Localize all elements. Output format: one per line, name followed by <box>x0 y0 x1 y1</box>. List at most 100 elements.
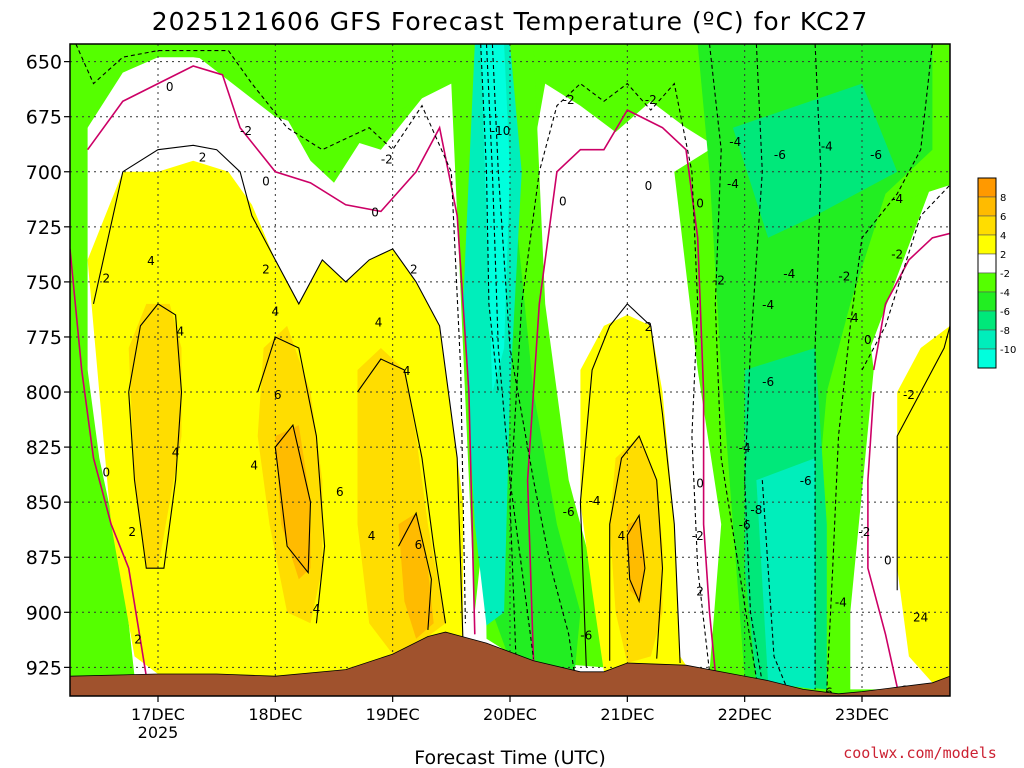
colorbar-label-1: 6 <box>1000 212 1006 223</box>
contour-minus-4-8 <box>708 44 757 679</box>
grid-lines <box>70 44 950 696</box>
colorbar-label-4: -2 <box>1000 269 1010 280</box>
contour-label-2: 2 <box>199 150 207 164</box>
contour-0-4 <box>867 391 898 688</box>
contour-label-50: -6 <box>774 148 786 162</box>
y-tick-label-650: 650 <box>26 52 62 74</box>
colorbar-swatch-5 <box>977 272 997 293</box>
contour-label-44: -4 <box>739 441 751 455</box>
contour-label-33: 2 <box>645 320 653 334</box>
green-left-edge-band <box>70 259 135 677</box>
contour-label-58: -2 <box>903 388 915 402</box>
contour-label-35: 0 <box>696 476 704 490</box>
contour-label-38: -4 <box>729 135 741 149</box>
contour-label-18: 6 <box>336 485 344 499</box>
contour-label-26: 0 <box>559 194 567 208</box>
contour-label-1: -2 <box>240 124 252 138</box>
colorbar-label-0: 8 <box>1000 193 1006 204</box>
x-tick-label-23DEC: 23DEC <box>835 705 889 724</box>
contour-label-25: -2 <box>563 93 575 107</box>
contour-label-32: 0 <box>696 197 704 211</box>
contour-0-0 <box>86 65 476 635</box>
contour-label-11: 2 <box>410 263 418 277</box>
colorbar-label-8: -10 <box>1000 345 1016 356</box>
contour-4-19 <box>128 303 183 569</box>
contour-minus-8-14 <box>761 480 787 686</box>
y-tick-label-800: 800 <box>26 382 62 404</box>
contour-label-9: 4 <box>272 305 280 319</box>
contour-label-15: 4 <box>172 446 180 460</box>
contour-label-56: -4 <box>847 311 859 325</box>
contour-minus-4-9 <box>826 44 933 690</box>
contour-label-10: 4 <box>176 324 184 338</box>
colorbar-frame <box>977 177 997 369</box>
contour-label-16: 4 <box>250 459 258 473</box>
x-tick-label-21DEC: 21DEC <box>600 705 654 724</box>
contour-label-46: -8 <box>750 503 762 517</box>
x-tick-label-17DEC: 17DEC <box>131 705 185 724</box>
yellow-warm-zone-east <box>897 325 950 683</box>
teal-minus-8-zone <box>756 458 816 690</box>
colorbar-swatch-6 <box>977 291 997 312</box>
contour-label-7: 2 <box>103 271 111 285</box>
contour-label-57: 0 <box>864 333 872 347</box>
contour-label-4: -2 <box>381 153 393 167</box>
colorbar-swatch-2 <box>977 215 997 236</box>
contour-2-18 <box>896 325 950 591</box>
contour-minus-4-10 <box>491 44 576 675</box>
y-tick-label-850: 850 <box>26 492 62 514</box>
teal-minus-6-upper <box>732 83 898 238</box>
contour-label-8: 2 <box>262 263 270 277</box>
contour-label-3: 0 <box>262 175 270 189</box>
contour-label-6: 4 <box>147 254 155 268</box>
colorbar-label-2: 4 <box>1000 231 1006 242</box>
contour-label-60: 0 <box>884 553 892 567</box>
x-tick-label-18DEC: 18DEC <box>248 705 302 724</box>
contour-2-16 <box>92 144 464 646</box>
orange-4-west <box>128 303 182 569</box>
contour-label-13: 4 <box>403 364 411 378</box>
x-axis-label: Forecast Time (UTC) <box>414 747 605 768</box>
contour-label-28: -4 <box>588 494 600 508</box>
contour-label-42: -4 <box>783 267 795 281</box>
colorbar-swatch-3 <box>977 234 997 255</box>
colorbar-label-5: -4 <box>1000 288 1010 299</box>
contour-label-43: -6 <box>762 375 774 389</box>
contour-label-14: 6 <box>274 388 282 402</box>
contour-4-21 <box>357 358 447 624</box>
colorbar-swatch-8 <box>977 329 997 350</box>
colorbar-label-6: -6 <box>1000 307 1010 318</box>
contour-minus-6-13 <box>485 44 535 659</box>
contour-label-54: -2 <box>891 247 903 261</box>
contour-label-34: 4 <box>618 529 626 543</box>
x-tick-label-22DEC: 22DEC <box>718 705 772 724</box>
contour-label-49: -6 <box>821 686 833 700</box>
colorbar-swatch-0 <box>977 177 997 198</box>
x-tick-label-20DEC: 20DEC <box>483 705 537 724</box>
contour-minus-6-12 <box>814 44 822 690</box>
orange-6-day19 <box>398 513 434 639</box>
contour-label-37: -2 <box>692 529 704 543</box>
credit-text: coolwx.com/models <box>843 744 997 762</box>
contour-label-19: 2 <box>128 525 136 539</box>
chart-title: 2025121606 GFS Forecast Temperature (ºC)… <box>152 7 868 36</box>
contour-label-59: -2 <box>858 525 870 539</box>
temperature-fill-layer <box>70 44 950 692</box>
contour-label-52: -6 <box>870 148 882 162</box>
x-tick-label-19DEC: 19DEC <box>366 705 420 724</box>
contour-0-3 <box>872 232 950 371</box>
contour-label-21: 6 <box>415 538 423 552</box>
contour-label-53: -4 <box>891 192 903 206</box>
colorbar-swatch-7 <box>977 310 997 331</box>
y-tick-label-875: 875 <box>26 547 62 569</box>
contour-minus-2-6 <box>509 82 711 672</box>
contour-6-25 <box>626 513 646 604</box>
contour-label-55: -2 <box>838 269 850 283</box>
contour-label-30: -2 <box>645 93 657 107</box>
contour-label-40: -2 <box>713 274 725 288</box>
x-tick-sublabel-17DEC: 2025 <box>138 723 179 742</box>
contour-2-17 <box>579 303 681 668</box>
contour-0-2 <box>70 248 148 677</box>
